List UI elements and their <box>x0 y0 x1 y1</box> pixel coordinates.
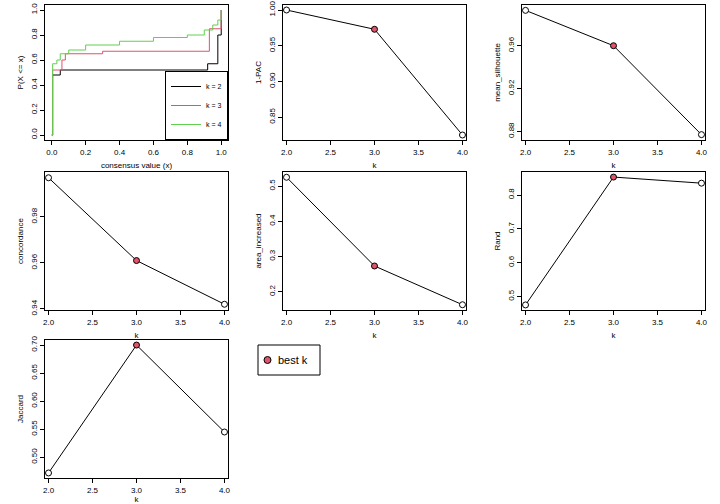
svg-text:2.0: 2.0 <box>520 318 532 327</box>
svg-text:3.0: 3.0 <box>131 318 143 327</box>
svg-text:0.65: 0.65 <box>30 364 39 380</box>
svg-text:consensus value (x): consensus value (x) <box>101 161 172 170</box>
svg-text:0.4: 0.4 <box>268 214 277 226</box>
svg-text:0.50: 0.50 <box>30 448 39 464</box>
svg-text:4.0: 4.0 <box>696 148 708 157</box>
svg-text:0.2: 0.2 <box>30 103 39 115</box>
svg-text:3.5: 3.5 <box>175 318 187 327</box>
svg-text:0.8: 0.8 <box>30 28 39 40</box>
svg-text:0.6: 0.6 <box>507 255 516 267</box>
svg-text:k: k <box>135 331 140 340</box>
svg-text:3.5: 3.5 <box>652 318 664 327</box>
svg-text:0.70: 0.70 <box>30 336 39 352</box>
svg-text:0.4: 0.4 <box>114 148 126 157</box>
svg-text:0.94: 0.94 <box>30 299 39 315</box>
svg-text:3.0: 3.0 <box>608 318 620 327</box>
svg-text:3.5: 3.5 <box>175 486 187 495</box>
svg-text:0.55: 0.55 <box>30 420 39 436</box>
svg-text:0.90: 0.90 <box>268 72 277 88</box>
svg-text:0.0: 0.0 <box>30 128 39 140</box>
svg-text:3.0: 3.0 <box>369 148 381 157</box>
svg-text:k: k <box>373 331 378 340</box>
svg-text:0.96: 0.96 <box>30 253 39 269</box>
svg-text:4.0: 4.0 <box>696 318 708 327</box>
svg-text:2.0: 2.0 <box>281 148 293 157</box>
svg-text:4.0: 4.0 <box>457 148 469 157</box>
svg-text:2.0: 2.0 <box>520 148 532 157</box>
svg-text:1.0: 1.0 <box>30 3 39 15</box>
svg-text:k: k <box>612 161 617 170</box>
svg-text:2.5: 2.5 <box>325 318 337 327</box>
svg-text:1.0: 1.0 <box>216 148 228 157</box>
svg-text:0.88: 0.88 <box>507 122 516 138</box>
svg-text:2.5: 2.5 <box>325 148 337 157</box>
svg-text:k = 4: k = 4 <box>206 121 221 128</box>
svg-text:k: k <box>612 331 617 340</box>
svg-text:2.5: 2.5 <box>564 148 576 157</box>
svg-text:P(X <= x): P(X <= x) <box>16 55 25 89</box>
svg-text:0.96: 0.96 <box>507 36 516 52</box>
svg-text:0.60: 0.60 <box>30 392 39 408</box>
svg-text:2.0: 2.0 <box>43 318 55 327</box>
svg-text:mean_silhouette: mean_silhouette <box>493 43 502 102</box>
svg-text:k = 2: k = 2 <box>206 83 221 90</box>
svg-text:concordance: concordance <box>16 218 25 264</box>
svg-text:0.7: 0.7 <box>507 222 516 234</box>
svg-text:0.6: 0.6 <box>30 53 39 65</box>
svg-text:0.92: 0.92 <box>507 79 516 95</box>
svg-text:3.0: 3.0 <box>131 486 143 495</box>
svg-text:1-PAC: 1-PAC <box>254 61 263 84</box>
svg-text:4.0: 4.0 <box>219 486 231 495</box>
svg-text:0.8: 0.8 <box>182 148 194 157</box>
svg-text:3.5: 3.5 <box>413 318 425 327</box>
svg-text:0.5: 0.5 <box>507 289 516 301</box>
svg-text:area_increased: area_increased <box>254 213 263 268</box>
svg-text:0.5: 0.5 <box>268 179 277 191</box>
svg-text:0.0: 0.0 <box>46 148 58 157</box>
svg-text:k: k <box>373 161 378 170</box>
svg-text:2.5: 2.5 <box>87 318 99 327</box>
svg-text:0.8: 0.8 <box>507 188 516 200</box>
svg-text:0.3: 0.3 <box>268 249 277 261</box>
svg-text:3.0: 3.0 <box>369 318 381 327</box>
svg-text:2.5: 2.5 <box>87 486 99 495</box>
svg-text:0.4: 0.4 <box>30 78 39 90</box>
svg-text:0.2: 0.2 <box>268 284 277 296</box>
svg-text:2.0: 2.0 <box>281 318 293 327</box>
svg-text:0.95: 0.95 <box>268 36 277 52</box>
svg-text:0.2: 0.2 <box>80 148 92 157</box>
svg-text:k: k <box>135 495 140 504</box>
svg-text:k = 3: k = 3 <box>206 102 221 109</box>
svg-text:best k: best k <box>278 354 308 366</box>
svg-text:4.0: 4.0 <box>219 318 231 327</box>
svg-text:2.5: 2.5 <box>564 318 576 327</box>
svg-text:0.85: 0.85 <box>268 108 277 124</box>
svg-text:3.5: 3.5 <box>652 148 664 157</box>
svg-text:4.0: 4.0 <box>457 318 469 327</box>
svg-text:0.98: 0.98 <box>30 207 39 223</box>
svg-text:2.0: 2.0 <box>43 486 55 495</box>
svg-text:Jaccard: Jaccard <box>16 395 25 423</box>
svg-text:3.5: 3.5 <box>413 148 425 157</box>
svg-text:0.6: 0.6 <box>148 148 160 157</box>
svg-text:Rand: Rand <box>493 231 502 250</box>
svg-text:1.00: 1.00 <box>268 0 277 16</box>
svg-text:3.0: 3.0 <box>608 148 620 157</box>
